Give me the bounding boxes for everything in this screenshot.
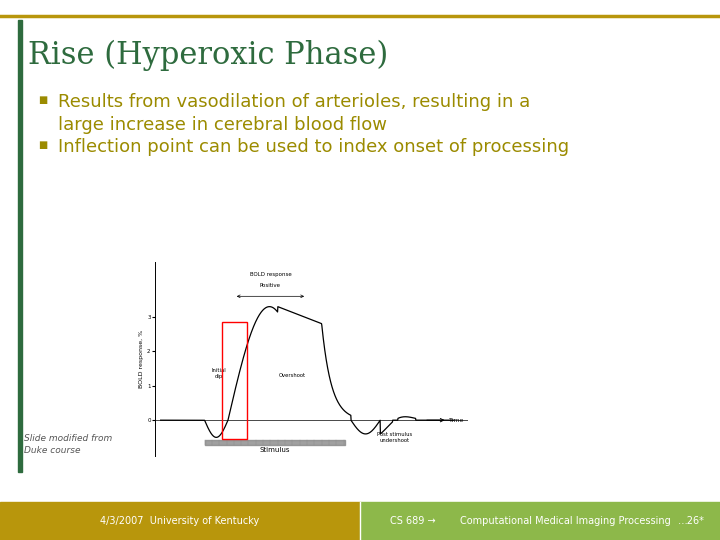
Text: Slide modified from
Duke course: Slide modified from Duke course bbox=[24, 434, 112, 455]
Text: Computational Medical Imaging Processing: Computational Medical Imaging Processing bbox=[460, 516, 671, 526]
Bar bbox=[360, 502, 720, 540]
Text: BOLD response: BOLD response bbox=[250, 272, 292, 278]
Text: CS 689 →: CS 689 → bbox=[390, 516, 436, 526]
Text: Positive: Positive bbox=[260, 283, 281, 288]
Text: ■: ■ bbox=[38, 95, 48, 105]
Text: large increase in cerebral blood flow: large increase in cerebral blood flow bbox=[58, 116, 387, 134]
Text: Stimulus: Stimulus bbox=[260, 447, 290, 453]
Bar bbox=[0, 502, 360, 540]
Text: 4/3/2007  University of Kentucky: 4/3/2007 University of Kentucky bbox=[100, 516, 260, 526]
Text: Post stimulus
undershoot: Post stimulus undershoot bbox=[377, 432, 413, 443]
Text: Initial
dip: Initial dip bbox=[212, 368, 227, 379]
Text: ■: ■ bbox=[38, 140, 48, 150]
Text: …26*: …26* bbox=[678, 516, 705, 526]
Bar bbox=[222, 322, 247, 439]
Text: Rise (Hyperoxic Phase): Rise (Hyperoxic Phase) bbox=[28, 40, 388, 71]
Text: Time: Time bbox=[449, 417, 464, 423]
Text: Overshoot: Overshoot bbox=[279, 373, 306, 378]
Text: Inflection point can be used to index onset of processing: Inflection point can be used to index on… bbox=[58, 138, 569, 156]
Bar bbox=[18, 20, 22, 472]
Y-axis label: BOLD response, %: BOLD response, % bbox=[140, 330, 144, 388]
Text: Results from vasodilation of arterioles, resulting in a: Results from vasodilation of arterioles,… bbox=[58, 93, 530, 111]
